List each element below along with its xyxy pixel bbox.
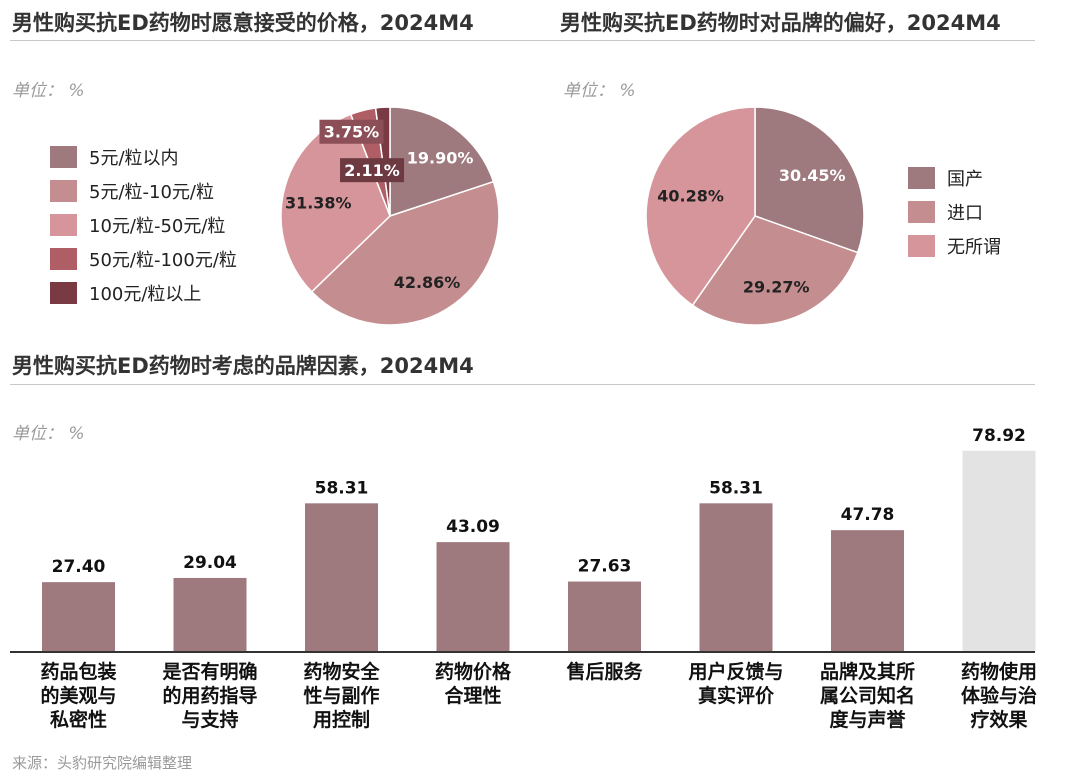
pie-data-label: 30.45% [779,166,846,185]
pie-data-label: 40.28% [657,187,724,206]
pie-slice [754,106,865,254]
pie-data-label: 31.38% [285,193,352,212]
legend-swatch [50,248,77,270]
pie-data-label: 29.27% [743,277,810,296]
chart3-unit: 单位： % [12,424,85,444]
legend-item: 100元/粒以上 [50,276,237,310]
legend-item: 5元/粒-10元/粒 [50,174,237,208]
legend-label: 5元/粒-10元/粒 [89,182,214,203]
chart1-title: 男性购买抗ED药物时愿意接受的价格，2024M4 [12,11,474,35]
legend-item: 50元/粒-100元/粒 [50,242,237,276]
bar-category-label: 是否有明确的用药指导与支持 [162,660,257,731]
legend-item: 国产 [908,161,1001,195]
legend-swatch [50,180,77,202]
bar [173,577,247,652]
chart3-bar: 27.40 29.04 58.31 43.09 27.63 58.31 47.78 78.92… [10,426,1037,731]
bar-category-label: 药物价格合理性 [435,660,512,707]
chart2-unit: 单位： % [563,81,636,101]
legend-label: 无所谓 [947,237,1001,258]
bar-value-label: 78.92 [972,426,1026,446]
legend-swatch [50,146,77,168]
bar-category-label: 药物安全性与副作用控制 [303,660,380,731]
chart2-title: 男性购买抗ED药物时对品牌的偏好，2024M4 [560,11,1001,35]
top-divider [10,40,1035,41]
bar-value-label: 29.04 [183,553,237,573]
bar [962,450,1036,652]
bar [436,542,510,652]
legend-swatch [50,282,77,304]
bar-value-label: 58.31 [709,478,763,498]
legend-item: 10元/粒-50元/粒 [50,208,237,242]
legend-label: 国产 [947,169,983,190]
pie-label-box [340,158,405,183]
legend-label: 进口 [947,203,983,224]
pie-slice [389,106,495,218]
chart2-legend: 国产 进口 无所谓 [908,161,1001,263]
chart3-title: 男性购买抗ED药物时考虑的品牌因素，2024M4 [12,354,474,378]
legend-swatch [908,201,935,223]
legend-label: 10元/粒-50元/粒 [89,216,226,237]
pie-slice [645,106,756,307]
legend-label: 50元/粒-100元/粒 [89,250,237,271]
chart1-legend: 5元/粒以内 5元/粒-10元/粒 10元/粒-50元/粒 50元/粒-100元… [50,140,237,310]
chart1-pie: 19.90% 42.86% 31.38% 3.75% 2.11% [280,106,500,326]
bar-category-label: 品牌及其所属公司知名度与声誉 [820,660,915,731]
source-note: 来源：头豹研究院编辑整理 [12,754,193,772]
legend-item: 进口 [908,195,1001,229]
legend-item: 无所谓 [908,229,1001,263]
bar-category-label: 售后服务 [565,660,643,683]
bar-value-label: 27.63 [578,557,632,577]
bar [831,530,904,652]
pie-slice [310,180,500,326]
bar-value-label: 43.09 [446,517,500,537]
chart2-pie: 30.45% 29.27% 40.28% [645,106,865,326]
legend-label: 5元/粒以内 [89,148,179,169]
pie-data-label: 2.11% [344,161,400,180]
bar-value-label: 27.40 [52,557,106,577]
pie-data-label: 19.90% [407,149,474,168]
legend-swatch [908,235,935,257]
pie-label-box [319,119,384,144]
pie-data-label: 42.86% [394,273,461,292]
bar [699,503,773,652]
pie-slice [691,215,859,326]
bar-category-label: 药物使用体验与治疗效果 [961,660,1037,731]
legend-item: 5元/粒以内 [50,140,237,174]
legend-swatch [50,214,77,236]
bar-value-label: 47.78 [841,505,895,525]
bar [568,581,641,652]
bar-value-label: 58.31 [315,478,369,498]
middle-divider [10,384,1035,385]
legend-label: 100元/粒以上 [89,284,202,305]
bar [42,582,115,652]
pie-data-label: 3.75% [324,123,380,142]
bar-category-label: 用户反馈与真实评价 [688,660,783,707]
chart1-unit: 单位： % [12,81,85,101]
legend-swatch [908,167,935,189]
bar-category-label: 药品包装的美观与私密性 [40,660,116,731]
bar [305,503,378,652]
